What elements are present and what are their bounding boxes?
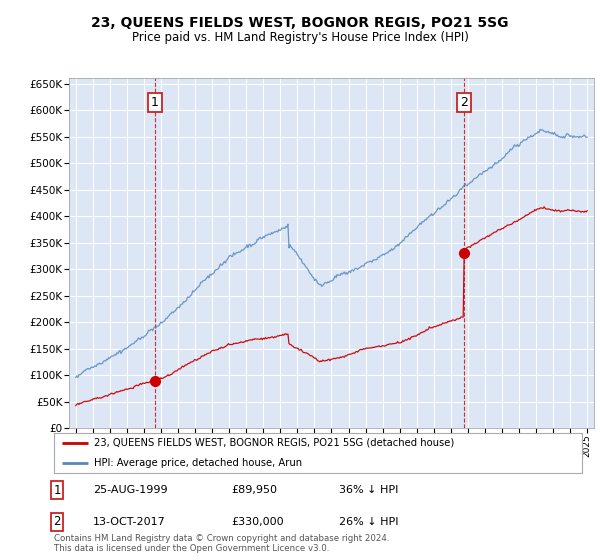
Text: 36% ↓ HPI: 36% ↓ HPI: [339, 485, 398, 495]
Text: HPI: Average price, detached house, Arun: HPI: Average price, detached house, Arun: [94, 458, 302, 468]
Text: Price paid vs. HM Land Registry's House Price Index (HPI): Price paid vs. HM Land Registry's House …: [131, 31, 469, 44]
Text: 26% ↓ HPI: 26% ↓ HPI: [339, 517, 398, 527]
Text: 23, QUEENS FIELDS WEST, BOGNOR REGIS, PO21 5SG (detached house): 23, QUEENS FIELDS WEST, BOGNOR REGIS, PO…: [94, 438, 454, 448]
Text: 25-AUG-1999: 25-AUG-1999: [93, 485, 167, 495]
Text: 1: 1: [151, 96, 159, 109]
Text: £89,950: £89,950: [231, 485, 277, 495]
Text: 13-OCT-2017: 13-OCT-2017: [93, 517, 166, 527]
Text: 23, QUEENS FIELDS WEST, BOGNOR REGIS, PO21 5SG: 23, QUEENS FIELDS WEST, BOGNOR REGIS, PO…: [91, 16, 509, 30]
Text: 1: 1: [53, 483, 61, 497]
Text: 2: 2: [460, 96, 468, 109]
Text: £330,000: £330,000: [231, 517, 284, 527]
Text: Contains HM Land Registry data © Crown copyright and database right 2024.
This d: Contains HM Land Registry data © Crown c…: [54, 534, 389, 553]
Text: 2: 2: [53, 515, 61, 529]
